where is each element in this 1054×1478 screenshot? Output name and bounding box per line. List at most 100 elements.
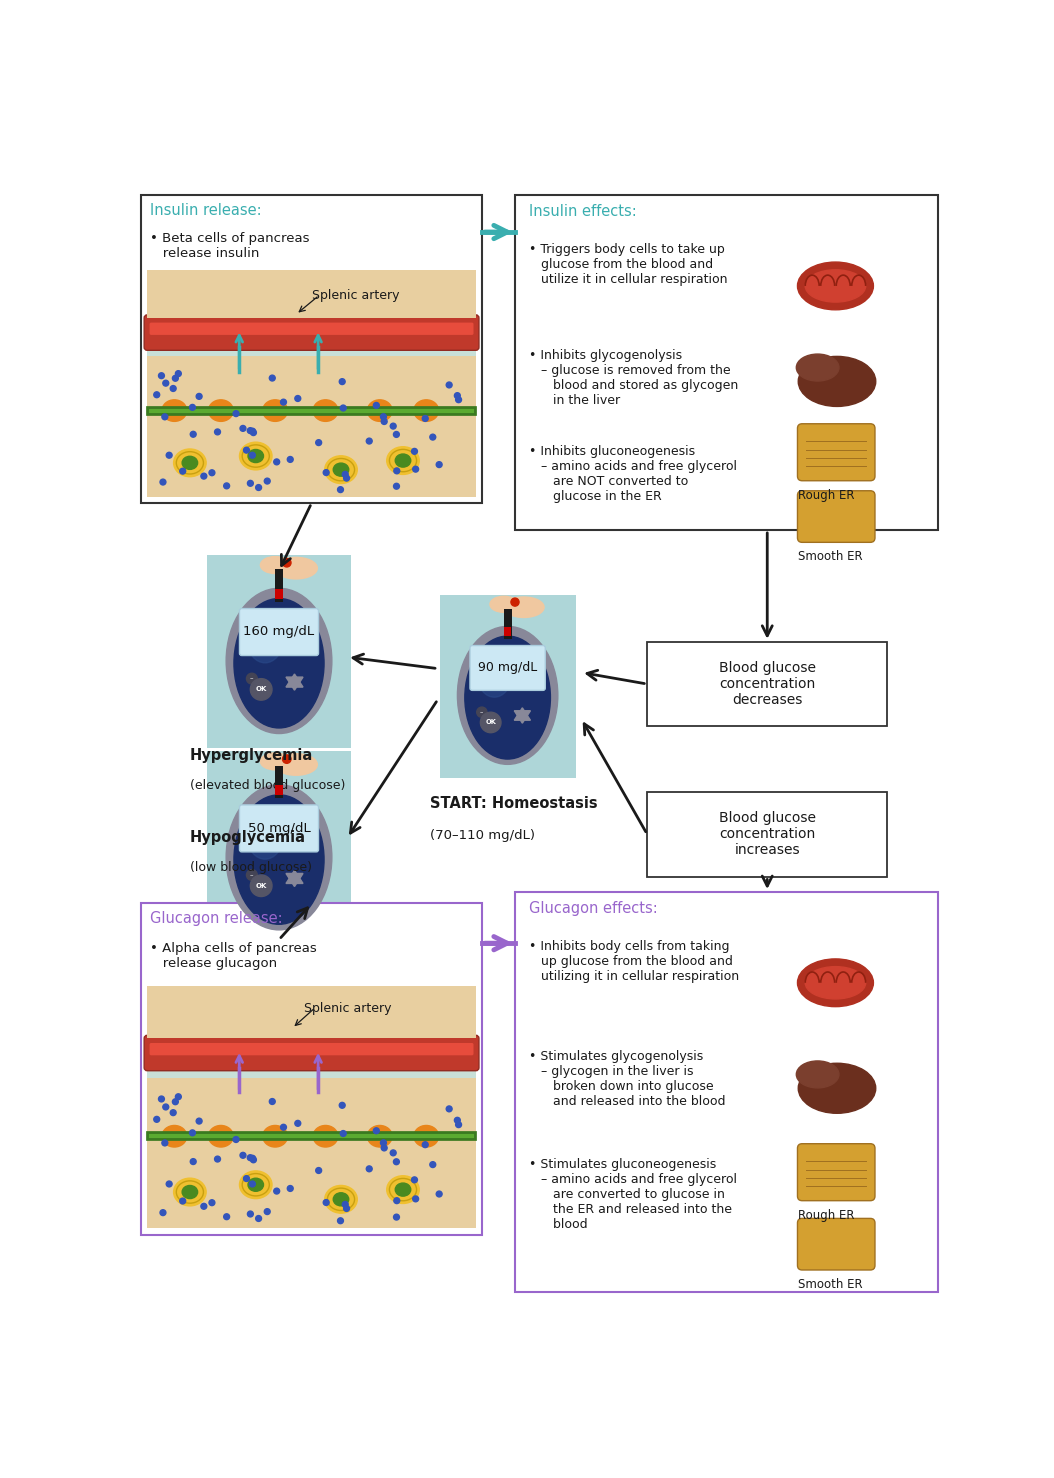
Circle shape	[481, 712, 501, 733]
Circle shape	[339, 1103, 345, 1108]
Text: Insulin effects:: Insulin effects:	[529, 204, 637, 219]
Circle shape	[511, 599, 519, 606]
Circle shape	[256, 1215, 261, 1221]
Circle shape	[180, 469, 186, 474]
Circle shape	[158, 1097, 164, 1103]
Circle shape	[201, 1203, 207, 1209]
FancyBboxPatch shape	[798, 491, 875, 542]
Circle shape	[413, 1196, 418, 1202]
Ellipse shape	[248, 621, 282, 662]
Text: • Stimulates gluconeogenesis
   – amino acids and free glycerol
      are conver: • Stimulates gluconeogenesis – amino aci…	[529, 1157, 738, 1231]
Circle shape	[162, 414, 168, 420]
Circle shape	[248, 427, 253, 433]
Circle shape	[175, 371, 181, 377]
Ellipse shape	[387, 1175, 419, 1203]
Circle shape	[337, 486, 344, 492]
Ellipse shape	[477, 658, 511, 698]
FancyBboxPatch shape	[647, 641, 887, 726]
Circle shape	[455, 396, 462, 402]
Circle shape	[295, 396, 300, 402]
Circle shape	[171, 386, 176, 392]
Circle shape	[270, 1098, 275, 1104]
Circle shape	[382, 418, 387, 424]
Text: –: –	[250, 675, 254, 681]
Circle shape	[423, 415, 428, 421]
Circle shape	[233, 411, 239, 417]
Ellipse shape	[234, 795, 324, 924]
Ellipse shape	[395, 454, 411, 467]
Circle shape	[476, 706, 487, 717]
Circle shape	[316, 1168, 321, 1174]
Text: Glucagon release:: Glucagon release:	[151, 910, 282, 927]
Circle shape	[162, 1140, 168, 1145]
Text: Hypoglycemia: Hypoglycemia	[190, 831, 306, 845]
Ellipse shape	[209, 1125, 233, 1147]
Circle shape	[250, 1181, 255, 1187]
Text: Rough ER: Rough ER	[798, 1209, 855, 1222]
Circle shape	[413, 466, 418, 471]
Circle shape	[196, 393, 202, 399]
Circle shape	[215, 429, 220, 435]
Circle shape	[265, 479, 270, 483]
Circle shape	[455, 1122, 462, 1128]
Ellipse shape	[239, 442, 272, 470]
Circle shape	[344, 1206, 350, 1212]
Ellipse shape	[234, 599, 324, 729]
FancyBboxPatch shape	[515, 891, 938, 1292]
Ellipse shape	[209, 401, 233, 421]
FancyBboxPatch shape	[144, 1035, 479, 1070]
Ellipse shape	[457, 627, 558, 764]
Circle shape	[367, 1166, 372, 1172]
Ellipse shape	[797, 355, 839, 381]
Circle shape	[430, 435, 435, 440]
Ellipse shape	[325, 1185, 357, 1213]
Text: Smooth ER: Smooth ER	[798, 550, 863, 563]
Ellipse shape	[248, 817, 282, 859]
Circle shape	[339, 378, 345, 384]
Ellipse shape	[162, 401, 187, 421]
Ellipse shape	[387, 446, 419, 474]
Ellipse shape	[490, 596, 518, 612]
Circle shape	[190, 405, 195, 411]
Circle shape	[324, 1200, 329, 1206]
Text: • Beta cells of pancreas
   release insulin: • Beta cells of pancreas release insulin	[151, 232, 310, 260]
Circle shape	[280, 1125, 287, 1131]
Polygon shape	[514, 708, 530, 720]
Circle shape	[411, 1176, 417, 1182]
Ellipse shape	[227, 588, 332, 733]
Circle shape	[251, 1157, 256, 1163]
Polygon shape	[286, 674, 304, 687]
Ellipse shape	[174, 1178, 207, 1206]
Text: –: –	[481, 709, 484, 715]
Ellipse shape	[414, 401, 438, 421]
Text: 90 mg/dL: 90 mg/dL	[479, 661, 538, 674]
Circle shape	[373, 1128, 379, 1134]
Circle shape	[295, 1120, 300, 1126]
Ellipse shape	[805, 967, 865, 999]
FancyBboxPatch shape	[798, 1144, 875, 1200]
Ellipse shape	[395, 1182, 411, 1196]
Circle shape	[340, 1131, 346, 1137]
Ellipse shape	[182, 457, 198, 470]
FancyBboxPatch shape	[148, 356, 475, 497]
Text: • Inhibits glycogenolysis
   – glucose is removed from the
      blood and store: • Inhibits glycogenolysis – glucose is r…	[529, 349, 739, 406]
Ellipse shape	[797, 1061, 839, 1088]
Circle shape	[288, 457, 293, 463]
Circle shape	[196, 1119, 202, 1123]
Circle shape	[191, 432, 196, 437]
Circle shape	[390, 1150, 396, 1156]
Circle shape	[248, 480, 253, 486]
Circle shape	[240, 1153, 246, 1159]
Circle shape	[446, 1106, 452, 1111]
Text: (low blood glucose): (low blood glucose)	[190, 862, 312, 873]
FancyBboxPatch shape	[141, 903, 482, 1234]
Ellipse shape	[368, 1125, 392, 1147]
Text: Insulin release:: Insulin release:	[151, 202, 262, 217]
Polygon shape	[286, 873, 304, 887]
FancyBboxPatch shape	[148, 1077, 475, 1228]
FancyBboxPatch shape	[239, 806, 318, 851]
Circle shape	[173, 1098, 178, 1104]
FancyBboxPatch shape	[148, 270, 475, 318]
Circle shape	[393, 432, 399, 437]
Polygon shape	[286, 677, 304, 690]
